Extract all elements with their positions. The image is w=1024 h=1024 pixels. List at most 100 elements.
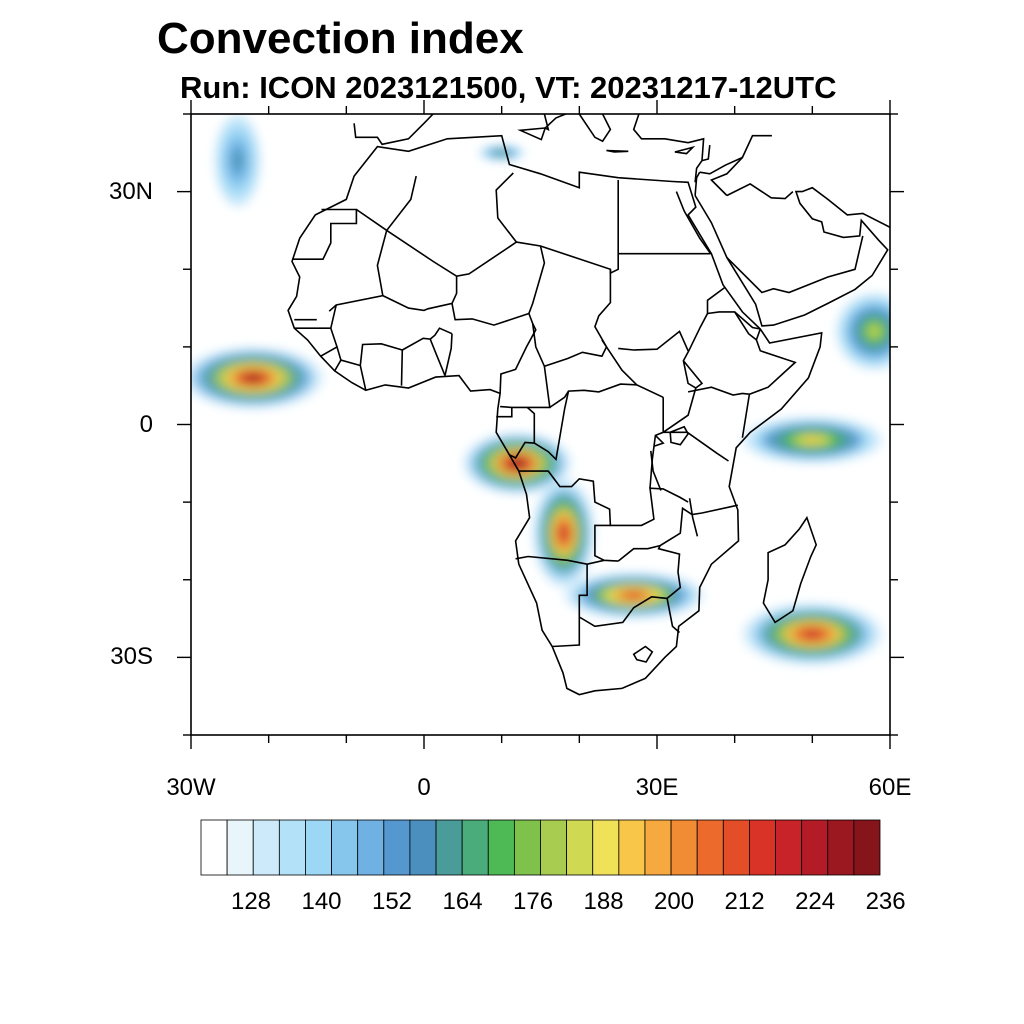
colorbar [200,819,881,876]
country-border [709,134,772,197]
chart-subtitle: Run: ICON 2023121500, VT: 20231217-12UTC [180,70,837,105]
country-border [549,383,664,409]
colorbar-label: 128 [230,888,272,915]
country-border [385,172,518,278]
country-border [518,470,619,562]
field-contour [802,629,823,639]
country-border [400,337,446,386]
country-border [610,487,689,527]
country-border [328,208,388,312]
colorbar-label: 224 [795,888,836,915]
colorbar-swatch [827,819,855,876]
lon-label: 60E [868,774,912,801]
cyprus-coastline [674,145,696,155]
country-border [682,360,704,389]
sicily-coastline [517,127,547,141]
lon-label: 30W [166,774,216,801]
coastline-and-borders [287,114,890,696]
country-border [662,286,726,433]
country-border [528,245,612,368]
africa-coastline [287,134,823,696]
east-arabian-sea-band-field [835,292,890,371]
colorbar-swatch [513,819,541,876]
country-border [617,504,738,562]
colorbar-swatch [200,819,228,876]
colorbar-swatch [383,819,411,876]
colorbar-swatch [252,819,280,876]
country-border [334,359,361,372]
colorbar-swatch [357,819,385,876]
colorbar-swatch [696,819,724,876]
colorbar-swatch [749,819,776,876]
country-border [734,311,757,341]
colorbar-swatch [331,819,359,876]
field-contour [623,591,644,599]
lake-tanganyika [650,450,662,491]
north-atlantic-band-field [214,114,261,208]
country-border [509,406,536,459]
country-border [699,156,743,175]
gulf-suez [675,191,712,255]
country-border [533,390,570,462]
country-border [578,595,681,634]
country-border [552,564,588,648]
country-border [444,333,453,376]
madagascar-band-field [742,603,883,666]
colorbar-swatch [722,819,750,876]
colorbar-swatch [278,819,306,876]
field-contour [559,525,569,541]
field-contour [868,325,881,337]
atlantic-tropical-band-field [191,346,324,409]
crete-coastline [606,149,629,153]
country-border [663,431,729,462]
colorbar-swatch [540,819,568,876]
colorbar-swatch [566,819,594,876]
country-border [653,434,665,447]
colorbar-swatch [775,819,803,876]
lon-label: 0 [417,774,431,801]
country-border [657,545,682,600]
country-border [451,303,530,326]
colorbar-swatch [409,819,437,876]
chart-title: Convection index [157,14,524,63]
lake-malawi [688,498,699,537]
lat-label: 30N [108,177,153,205]
colorbar-swatch [461,819,489,876]
madagascar-coastline [762,515,818,624]
mediterranean-band-field [478,145,525,161]
country-border [726,182,794,200]
country-border [701,145,711,162]
colorbar-swatch [644,819,672,876]
colorbar-label: 200 [654,888,695,915]
indian-ocean-band-field [742,416,883,464]
field-contour [802,436,823,444]
country-border [499,323,537,394]
iberia-coastline [353,114,435,146]
italy-coastline [543,114,568,131]
colorbar-swatch [435,819,463,876]
country-border [694,171,701,196]
colorbar-label: 236 [865,888,906,915]
colorbar-swatch [487,819,515,876]
colorbar-label: 164 [442,888,483,915]
colorbar-swatch [226,819,254,876]
country-border [320,345,342,361]
congo-basin-band-field [462,432,572,495]
lat-label: 0 [139,410,153,438]
country-border [601,339,638,386]
convection-field-layer [191,114,890,666]
field-contour [243,373,264,383]
colorbar-swatch [670,819,698,876]
east-med-coastline [578,114,705,183]
country-border [687,386,751,438]
country-border [649,397,664,489]
country-border [382,276,458,312]
country-border [429,327,453,340]
country-border [726,235,864,294]
country-border [618,330,689,352]
colorbar-swatch [853,819,881,876]
colorbar-label: 140 [301,888,342,915]
colorbar-label: 176 [513,888,554,915]
lake-victoria [669,425,690,446]
